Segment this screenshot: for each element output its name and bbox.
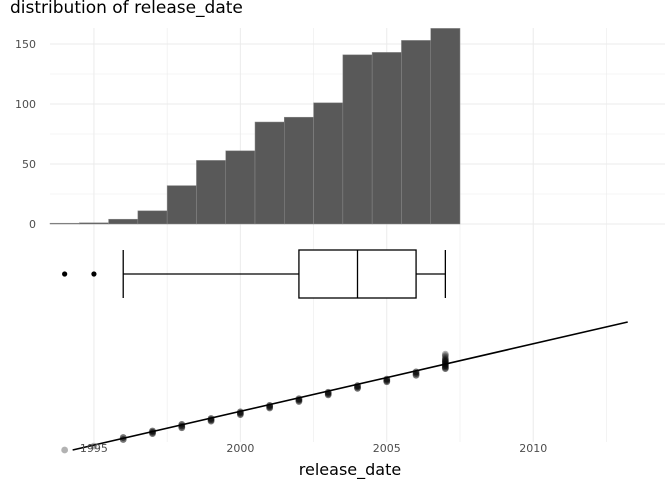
qq-plot [61, 321, 628, 454]
histogram-bar [79, 222, 109, 225]
qq-point [90, 442, 98, 450]
boxplot [62, 249, 447, 299]
qq-point [412, 368, 420, 376]
x-tick-label: 2000 [226, 442, 254, 455]
qq-point [441, 350, 449, 358]
qq-point [207, 415, 215, 422]
x-axis-label: release_date [299, 460, 401, 480]
y-tick-label: 0 [29, 218, 36, 231]
histogram-bar [166, 185, 197, 225]
qq-point [441, 352, 449, 360]
boxplot-outlier [62, 271, 68, 277]
histogram-bar [196, 160, 226, 225]
x-tick-label: 1995 [80, 442, 108, 455]
histogram-bar [254, 121, 285, 225]
x-tick-label: 2005 [373, 442, 401, 455]
histogram [49, 28, 461, 225]
qq-point [324, 388, 332, 396]
histogram-bar [225, 150, 256, 225]
histogram-bar [49, 222, 80, 225]
boxplot-outlier [91, 271, 97, 277]
qq-point [149, 427, 156, 435]
qq-point [441, 355, 449, 362]
qq-point [266, 401, 274, 409]
qq-reference-line [72, 321, 628, 451]
qq-point [236, 408, 244, 416]
x-tick-label: 2010 [519, 442, 547, 455]
axes: 0 50 100 150 1995 2000 2005 2010 [15, 38, 547, 455]
qq-point [61, 446, 69, 454]
histogram-bar [313, 102, 344, 225]
qq-point [354, 382, 361, 390]
qq-point [441, 353, 449, 361]
y-tick-label: 50 [22, 158, 36, 171]
qq-point [295, 395, 303, 403]
histogram-bar [371, 52, 402, 225]
histogram-bar [342, 54, 373, 225]
histogram-bar [284, 116, 314, 225]
qq-point [178, 421, 186, 428]
histogram-bar [108, 218, 139, 225]
chart-title: distribution of release_date [10, 0, 243, 18]
histogram-bar [430, 28, 461, 225]
histogram-bar [401, 40, 431, 225]
histogram-bar [137, 210, 168, 225]
qq-point [383, 375, 391, 383]
y-tick-label: 100 [15, 98, 36, 111]
qq-point [441, 356, 449, 364]
y-tick-label: 150 [15, 38, 36, 51]
qq-point [119, 434, 127, 441]
